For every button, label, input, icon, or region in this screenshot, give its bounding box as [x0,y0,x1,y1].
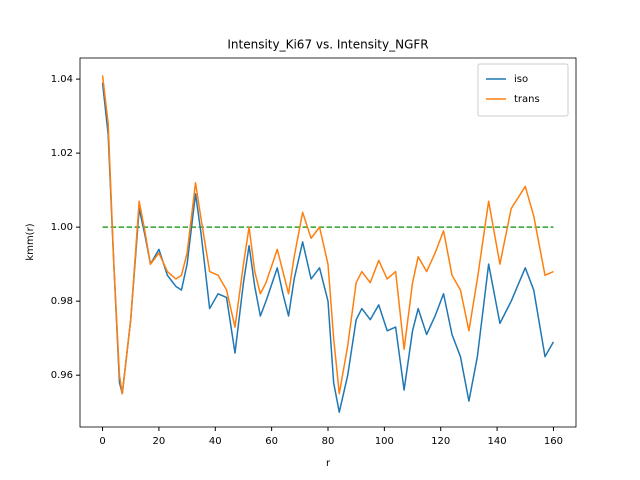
legend-label: iso [514,74,528,85]
x-tick-label: 20 [153,436,166,447]
x-axis-label: r [326,458,331,469]
series-line [101,75,554,395]
legend-box [477,63,569,117]
x-tick-label: 80 [322,436,335,447]
x-tick-label: 140 [488,436,507,447]
legend-label: trans [514,94,540,105]
x-tick-label: 100 [375,436,394,447]
plot-frame [79,57,577,428]
x-tick-label: 160 [544,436,563,447]
y-tick-label: 0.98 [51,296,73,307]
y-tick-label: 1.02 [51,148,73,159]
y-tick-label: 0.96 [51,370,73,381]
x-tick-label: 60 [265,436,278,447]
y-tick-label: 1.00 [51,222,73,233]
y-axis-label: kmm(r) [25,223,36,260]
x-tick-label: 40 [209,436,222,447]
x-tick-label: 0 [99,436,105,447]
x-tick-label: 120 [431,436,450,447]
chart-title: Intensity_Ki67 vs. Intensity_NGFR [227,38,428,52]
y-tick-label: 1.04 [51,74,73,85]
series-line [101,82,555,413]
